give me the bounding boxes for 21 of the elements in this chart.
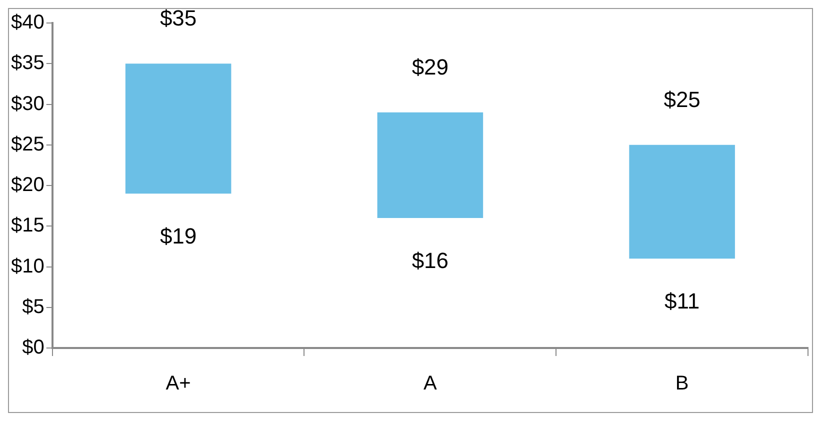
y-tick-label: $35 (10, 52, 44, 74)
y-tick-label: $5 (22, 296, 44, 318)
x-tick-label: B (675, 372, 689, 395)
y-tick-label: $25 (10, 133, 44, 156)
y-tick-label: $40 (10, 12, 44, 34)
bar (629, 144, 735, 259)
annotation: $19 (160, 224, 197, 249)
annotation: $25 (664, 86, 700, 112)
y-tick-label: $20 (10, 174, 44, 196)
annotation: $35 (160, 6, 197, 31)
bar (377, 112, 484, 218)
annotation: $11 (664, 288, 700, 314)
y-tick-label: $30 (10, 92, 44, 115)
x-tick-label: A+ (166, 372, 191, 395)
bar (125, 64, 232, 194)
y-tick-label: $10 (10, 255, 44, 278)
annotation: $16 (412, 248, 449, 274)
y-tick-label: $0 (22, 336, 44, 359)
y-tick-label: $15 (10, 214, 44, 237)
annotation: $29 (412, 54, 449, 80)
x-tick-label: A (424, 372, 438, 395)
